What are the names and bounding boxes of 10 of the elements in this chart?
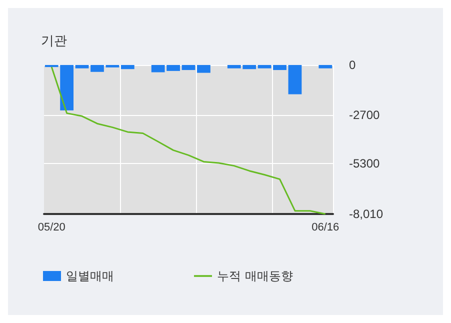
y-tick-label: -5300: [349, 156, 380, 171]
legend-label: 일별매매: [66, 269, 114, 283]
chart-title: 기관: [41, 34, 67, 49]
y-tick-label: -2700: [349, 108, 380, 122]
legend-label: 누적 매매동향: [217, 269, 293, 283]
x-tick-label: 06/16: [312, 222, 340, 234]
x-tick-label: 05/20: [38, 222, 66, 234]
line-series: [50, 66, 326, 215]
y-tick-label: 0: [349, 58, 356, 72]
y-tick-label: -8,010: [349, 207, 384, 221]
